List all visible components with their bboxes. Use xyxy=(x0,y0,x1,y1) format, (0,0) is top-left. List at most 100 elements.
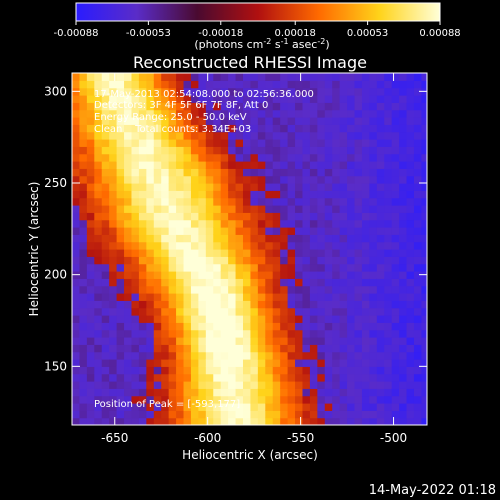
heatmap-cell xyxy=(272,175,281,184)
heatmap-cell xyxy=(399,285,408,294)
heatmap-cell xyxy=(265,175,274,184)
heatmap-cell xyxy=(347,322,356,331)
heatmap-cell xyxy=(228,381,237,389)
heatmap-cell xyxy=(242,80,252,89)
heatmap-cell xyxy=(153,278,162,287)
heatmap-cell xyxy=(101,329,110,338)
heatmap-cell xyxy=(406,161,415,169)
heatmap-cell xyxy=(384,351,393,360)
heatmap-cell xyxy=(347,403,356,411)
heatmap-cell xyxy=(101,285,110,294)
heatmap-cell xyxy=(272,219,281,228)
heatmap-cell xyxy=(295,278,304,287)
heatmap-cell xyxy=(347,227,356,235)
heatmap-cell xyxy=(309,95,318,103)
heatmap-cell xyxy=(421,73,427,81)
heatmap-cell xyxy=(317,373,326,382)
heatmap-cell xyxy=(332,117,341,125)
heatmap-cell xyxy=(413,219,423,228)
heatmap-cell xyxy=(413,131,423,140)
heatmap-cell xyxy=(399,344,408,353)
heatmap-cell xyxy=(138,285,147,294)
heatmap-cell xyxy=(72,95,81,103)
heatmap-cell xyxy=(376,80,385,89)
heatmap-cell xyxy=(272,87,281,96)
heatmap-cell xyxy=(94,307,103,316)
heatmap-cell xyxy=(361,227,370,235)
heatmap-cell xyxy=(101,95,110,103)
heatmap-cell xyxy=(317,131,326,140)
heatmap-cell xyxy=(242,417,252,425)
heatmap-cell xyxy=(94,175,103,184)
heatmap-cell xyxy=(384,403,393,411)
heatmap-cell xyxy=(228,146,237,155)
heatmap-cell xyxy=(309,109,318,118)
heatmap-cell xyxy=(309,307,318,316)
heatmap-cell xyxy=(317,190,326,199)
heatmap-cell xyxy=(384,183,393,191)
heatmap-cell xyxy=(302,381,311,389)
heatmap-cell xyxy=(72,359,81,367)
heatmap-cell xyxy=(265,124,274,133)
heatmap-cell xyxy=(339,344,348,353)
heatmap-cell xyxy=(399,410,408,419)
heatmap-cell xyxy=(265,366,274,375)
heatmap-cell xyxy=(257,337,266,345)
heatmap-cell xyxy=(376,293,385,301)
heatmap-cell xyxy=(272,410,281,419)
heatmap-cell xyxy=(406,205,415,213)
heatmap-cell xyxy=(309,153,318,162)
heatmap-cell xyxy=(413,168,423,177)
heatmap-cell xyxy=(116,249,125,257)
heatmap-cell xyxy=(124,153,133,162)
heatmap-cell xyxy=(324,307,333,316)
heatmap-cell xyxy=(198,73,207,81)
heatmap-cell xyxy=(376,344,385,353)
heatmap-cell xyxy=(190,403,199,411)
heatmap-cell xyxy=(354,87,363,96)
heatmap-cell xyxy=(72,322,81,331)
heatmap-cell xyxy=(406,366,415,375)
heatmap-cell xyxy=(295,322,304,331)
heatmap-cell xyxy=(317,168,326,177)
chart-title: Reconstructed RHESSI Image xyxy=(133,53,367,72)
heatmap-cell xyxy=(339,351,348,360)
heatmap-cell xyxy=(339,359,348,367)
heatmap-cell xyxy=(413,307,423,316)
heatmap-cell xyxy=(309,139,318,147)
heatmap-cell xyxy=(339,322,348,331)
heatmap-cell xyxy=(391,219,400,228)
heatmap-cell xyxy=(280,351,289,360)
heatmap-cell xyxy=(138,190,147,199)
heatmap-cell xyxy=(295,388,304,397)
heatmap-cell xyxy=(250,417,259,425)
heatmap-cell xyxy=(109,271,118,279)
heatmap-cell xyxy=(72,234,81,243)
heatmap-cell xyxy=(198,87,207,96)
heatmap-cell xyxy=(317,417,326,425)
heatmap-cell xyxy=(228,227,237,235)
heatmap-cell xyxy=(235,278,244,287)
heatmap-cell xyxy=(79,293,88,301)
heatmap-cell xyxy=(347,168,356,177)
heatmap-cell xyxy=(72,410,81,419)
heatmap-cell xyxy=(257,307,266,316)
heatmap-cell xyxy=(72,73,81,81)
heatmap-cell xyxy=(242,219,252,228)
heatmap-cell xyxy=(205,329,214,338)
heatmap-cell xyxy=(384,227,393,235)
heatmap-cell xyxy=(250,183,259,191)
heatmap-cell xyxy=(391,87,400,96)
heatmap-cell xyxy=(369,256,378,265)
heatmap-cell xyxy=(109,344,118,353)
heatmap-cell xyxy=(339,80,348,89)
heatmap-cell xyxy=(257,329,266,338)
heatmap-cell xyxy=(309,278,318,287)
heatmap-cell xyxy=(109,337,118,345)
heatmap-cell xyxy=(265,373,274,382)
heatmap-cell xyxy=(339,87,348,96)
heatmap-cell xyxy=(376,95,385,103)
heatmap-cell xyxy=(295,153,304,162)
heatmap-cell xyxy=(198,212,207,221)
heatmap-cell xyxy=(361,366,370,375)
